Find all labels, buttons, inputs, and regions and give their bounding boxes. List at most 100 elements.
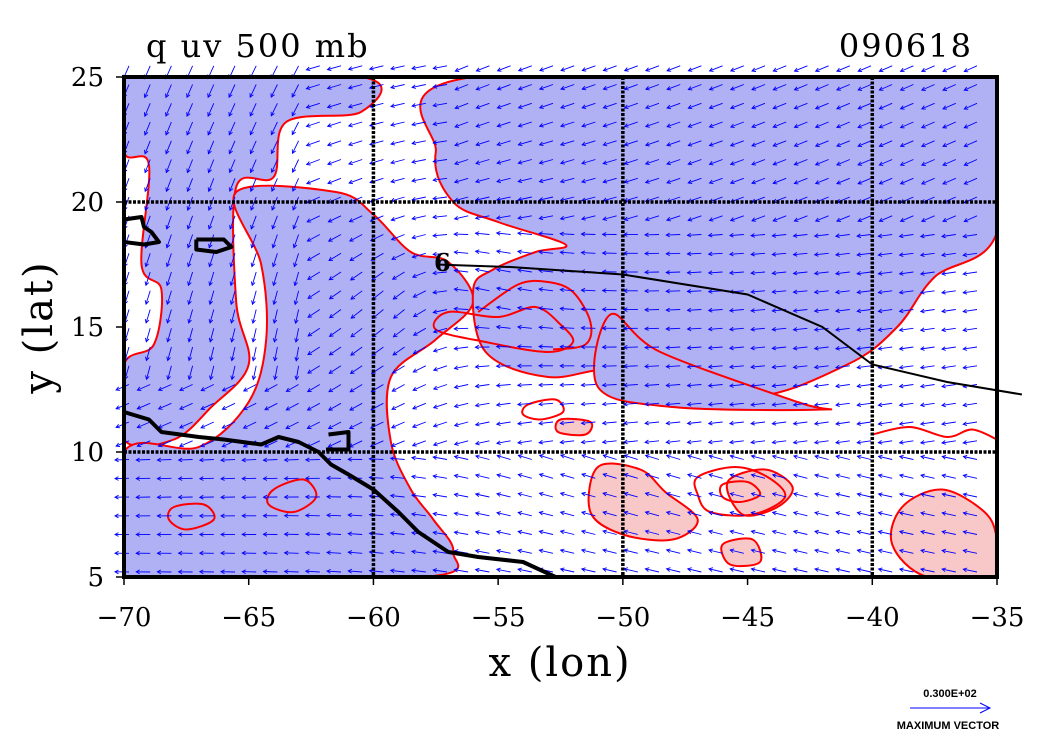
wind-vector-shaft	[496, 287, 511, 292]
wind-vector-shaft	[229, 159, 236, 173]
wind-vector-shaft	[539, 530, 554, 535]
wind-vector-shaft	[836, 512, 850, 517]
wind-vector-head	[687, 142, 693, 147]
wind-vector-shaft	[412, 140, 426, 145]
wind-vector-shaft	[560, 233, 575, 235]
wind-vector	[602, 159, 617, 165]
wind-vector	[877, 454, 893, 460]
wind-vector-shaft	[273, 309, 278, 324]
wind-vector-shaft	[188, 309, 194, 324]
wind-vector	[453, 530, 469, 535]
wind-vector-head	[307, 332, 313, 337]
wind-vector-head	[835, 529, 841, 535]
wind-vector	[814, 177, 829, 185]
wind-vector	[156, 532, 172, 537]
wind-vector-shaft	[291, 103, 300, 116]
wind-vector	[878, 159, 893, 166]
wind-vector-shaft	[328, 234, 342, 242]
wind-vector	[208, 253, 215, 268]
wind-vector-shaft	[751, 140, 766, 147]
wind-vector-shaft	[836, 568, 850, 573]
wind-vector-head	[835, 567, 841, 572]
wind-vector-head	[221, 387, 227, 392]
wind-vector	[665, 401, 681, 407]
wind-vector-shaft	[814, 455, 829, 460]
wind-vector-shaft	[793, 493, 808, 498]
wind-vector	[412, 384, 426, 392]
wind-vector	[165, 234, 172, 249]
wind-vector-head	[602, 104, 608, 109]
wind-vector-shaft	[293, 215, 300, 229]
wind-vector-head	[165, 281, 171, 287]
wind-vector	[793, 159, 808, 166]
wind-vector-head	[559, 178, 565, 184]
wind-vector-head	[559, 567, 565, 572]
wind-vector-shaft	[496, 568, 511, 573]
wind-vector-head	[187, 262, 192, 268]
wind-vector	[834, 327, 850, 332]
wind-vector-head	[644, 251, 649, 256]
wind-vector-shaft	[624, 473, 638, 479]
wind-vector-shaft	[293, 234, 300, 248]
wind-vector	[686, 364, 702, 369]
wind-vector-head	[898, 492, 904, 497]
wind-vector-shaft	[539, 492, 554, 498]
wind-vector	[836, 102, 850, 110]
wind-vector-shaft	[666, 121, 681, 128]
wind-vector	[389, 456, 405, 461]
wind-vector	[728, 233, 744, 238]
wind-vector	[391, 365, 405, 374]
wind-vector	[474, 286, 490, 292]
wind-vector-head	[349, 256, 355, 261]
wind-vector-head	[328, 313, 334, 319]
wind-vector-shaft	[560, 549, 575, 554]
wind-vector	[856, 421, 872, 426]
wind-vector-shaft	[964, 102, 978, 110]
wind-vector	[517, 84, 532, 91]
wind-vector-head	[835, 421, 840, 426]
wind-vector	[857, 65, 872, 73]
wind-vector	[687, 140, 702, 147]
wind-vector-shaft	[496, 474, 511, 479]
wind-vector	[229, 309, 236, 324]
wind-vector-head	[453, 326, 459, 332]
wind-vector-head	[207, 149, 212, 155]
wind-vector	[454, 84, 469, 91]
wind-vector-shaft	[920, 290, 935, 294]
wind-vector-shaft	[538, 346, 554, 348]
wind-vector	[644, 420, 660, 426]
wind-vector	[665, 454, 681, 460]
wind-vector	[538, 420, 554, 426]
wind-vector-shaft	[730, 568, 744, 573]
wind-vector-head	[242, 424, 248, 429]
wind-vector-shaft	[350, 365, 363, 374]
wind-vector-head	[644, 473, 650, 478]
wind-vector-head	[728, 308, 734, 313]
wind-vector-head	[410, 493, 416, 498]
wind-vector	[251, 309, 257, 325]
wind-vector-shaft	[307, 327, 321, 337]
contour-line-1	[477, 279, 593, 351]
wind-vector-head	[836, 142, 841, 148]
wind-vector	[326, 140, 342, 147]
wind-vector	[877, 271, 893, 276]
wind-vector-shaft	[624, 530, 638, 535]
wind-vector-head	[474, 305, 480, 311]
wind-vector-shaft	[307, 384, 321, 392]
wind-vector-head	[836, 180, 841, 185]
wind-vector-shaft	[349, 215, 363, 223]
wind-vector-head	[834, 233, 840, 239]
wind-vector-shaft	[899, 493, 914, 498]
wind-vector-head	[878, 161, 884, 166]
wind-vector-head	[474, 249, 480, 254]
wind-vector-head	[728, 345, 734, 351]
wind-vector	[306, 252, 321, 261]
wind-vector	[707, 383, 723, 388]
wind-vector	[877, 440, 893, 445]
wind-vector-head	[665, 529, 671, 535]
wind-vector-head	[793, 105, 799, 110]
wind-vector-shaft	[879, 177, 893, 185]
wind-vector	[772, 84, 787, 91]
wind-vector-shaft	[920, 309, 935, 312]
